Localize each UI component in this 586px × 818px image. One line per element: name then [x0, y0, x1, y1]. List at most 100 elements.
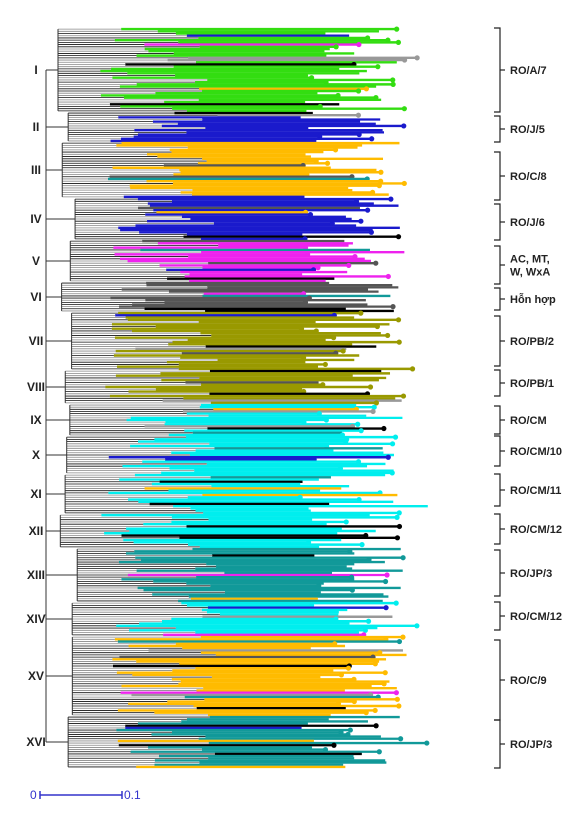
clade-label: X	[32, 448, 40, 462]
leaf-tip	[345, 665, 352, 671]
leaf-tip	[373, 723, 379, 729]
bracket-line	[494, 513, 501, 545]
leaf-tip	[346, 262, 352, 269]
leaf-tip	[356, 41, 362, 48]
group-label: AC, MT,	[510, 254, 550, 266]
leaf-tip	[414, 55, 420, 61]
leaf-tip	[414, 623, 420, 629]
leaf-tip	[355, 112, 361, 118]
leaf-tip	[330, 335, 337, 341]
leaf-tip	[373, 260, 379, 266]
leaf-tip	[378, 169, 384, 175]
leaf-tip	[385, 273, 391, 280]
clade-label: XIV	[26, 612, 45, 626]
clade	[46, 434, 399, 476]
leaf-tip	[395, 39, 402, 45]
leaf-tip	[396, 523, 403, 530]
leaf-tip	[363, 710, 369, 716]
group-bracket: RO/A/7	[494, 27, 547, 113]
bracket-line	[494, 287, 501, 311]
clade	[46, 141, 407, 199]
bracket-line	[494, 549, 501, 597]
group-bracket: RO/C/8	[494, 151, 547, 201]
leaf-tip	[381, 425, 387, 432]
leaf-tip	[394, 535, 401, 541]
leaf-tip	[363, 86, 370, 92]
leaf-tip	[349, 587, 355, 593]
group-brackets: RO/A/7 RO/J/5 RO/C/8 RO/J/6 AC, MT,W, WxA Hỗn…	[494, 27, 562, 769]
leaf-tip	[394, 514, 400, 521]
leaf-tip	[370, 408, 376, 415]
clade	[46, 513, 403, 549]
group-label: RO/JP/3	[510, 739, 552, 751]
bracket-line	[494, 369, 501, 397]
bracket-line	[494, 27, 501, 113]
leaf-tip	[358, 310, 364, 316]
leaf-tip	[401, 180, 407, 187]
clade-label: XII	[29, 524, 44, 538]
leaf-tip	[372, 661, 378, 667]
clade-label: VI	[30, 290, 41, 304]
leaf-tip	[383, 605, 389, 611]
bracket-line	[494, 601, 501, 631]
leaf-tip	[401, 106, 407, 112]
leaf-tip	[385, 332, 391, 339]
clade-label: III	[31, 163, 41, 177]
bracket-line	[494, 639, 501, 721]
group-label: RO/J/6	[510, 217, 545, 229]
bracket-line	[494, 473, 501, 507]
group-label: RO/A/7	[510, 65, 547, 77]
group-bracket: RO/J/6	[494, 203, 545, 241]
clade	[46, 634, 407, 717]
leaf-tip	[338, 672, 345, 678]
leaf-tip	[323, 417, 329, 423]
clade-label: I	[34, 63, 37, 77]
leaf-tip	[347, 727, 353, 733]
group-label: RO/PB/2	[510, 336, 554, 348]
leaf-tip	[368, 229, 374, 235]
bracket-line	[494, 151, 501, 201]
leaf-tip	[351, 698, 357, 705]
bracket-line	[494, 405, 501, 435]
leaf-tip	[375, 64, 381, 70]
leaf-tip	[358, 218, 364, 224]
leaf-tip	[343, 519, 349, 525]
leaf-tip	[324, 160, 331, 166]
clade	[46, 111, 407, 144]
leaf-tip	[424, 740, 430, 746]
leaf-tip	[356, 131, 362, 138]
clade-label: IV	[30, 212, 41, 226]
leaf-tip	[400, 634, 406, 640]
leaf-tip	[394, 26, 400, 32]
leaf-tip	[389, 470, 395, 476]
leaf-tip	[390, 81, 396, 87]
leaf-tip	[394, 696, 400, 702]
bracket-line	[494, 435, 501, 467]
group-label: RO/CM/12	[510, 524, 562, 536]
tree-branches	[46, 26, 430, 769]
clade-label: XV	[28, 669, 44, 683]
leaf-tip	[381, 681, 387, 687]
group-label: RO/J/5	[510, 124, 545, 136]
leaf-tip	[340, 348, 346, 354]
leaf-tip	[400, 555, 406, 561]
leaf-tip	[331, 742, 337, 748]
scale-bar: 0 0.1	[30, 788, 141, 802]
leaf-tip	[395, 234, 402, 240]
leaf-tip	[322, 361, 328, 368]
group-bracket: RO/JP/3	[494, 549, 552, 597]
group-label: RO/PB/1	[510, 378, 554, 390]
clade	[46, 281, 399, 313]
leaf-tip	[332, 147, 339, 153]
clade-label: II	[33, 120, 40, 134]
leaf-tip	[389, 441, 396, 447]
leaf-tip	[359, 542, 365, 548]
group-bracket: RO/J/5	[494, 115, 545, 143]
clade	[46, 26, 420, 113]
leaf-tip	[369, 136, 375, 142]
group-bracket: AC, MT,W, WxA	[494, 245, 550, 285]
bracket-line	[494, 245, 501, 285]
group-bracket: RO/CM/12	[494, 601, 562, 631]
leaf-tip	[374, 323, 380, 330]
bracket-line	[494, 719, 501, 769]
